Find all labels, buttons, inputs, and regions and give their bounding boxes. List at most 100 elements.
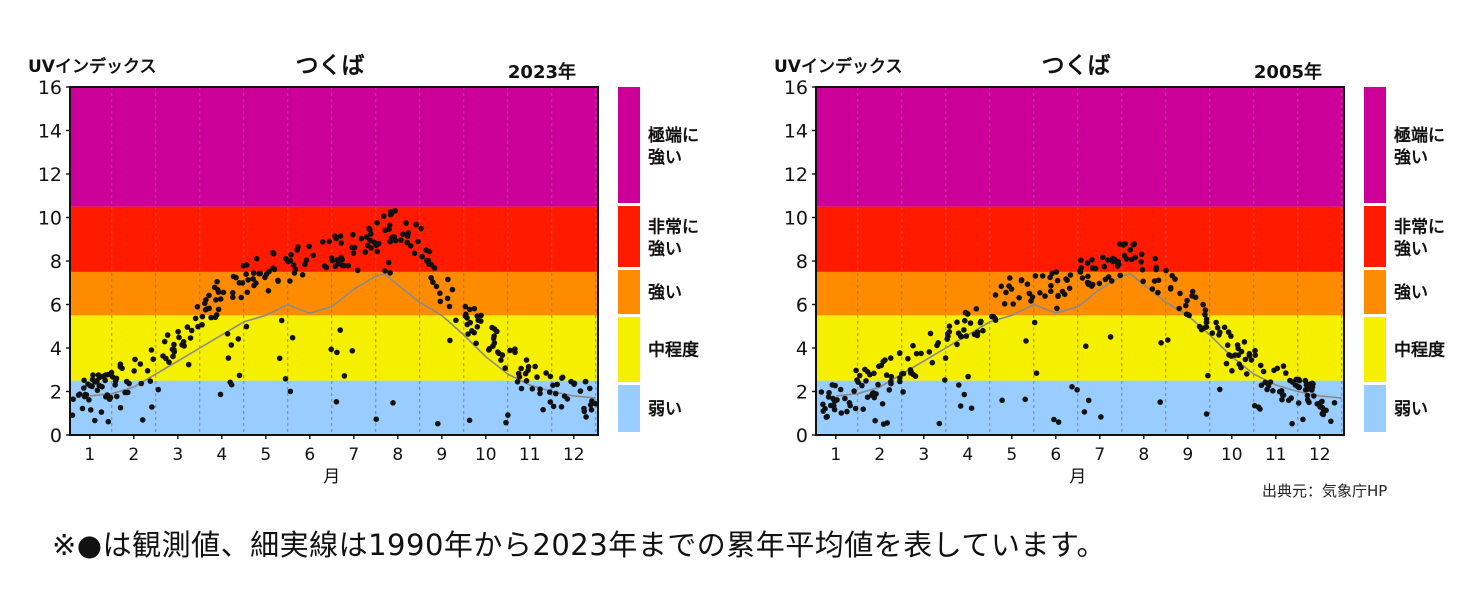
observation-point — [199, 313, 206, 320]
x-tick-label: 4 — [216, 445, 227, 465]
observation-point — [1213, 319, 1219, 326]
band-中程度 — [816, 315, 1344, 381]
observation-point — [364, 242, 371, 249]
observation-point — [363, 234, 370, 240]
observation-point — [502, 365, 509, 371]
y-tick-label: 4 — [796, 338, 808, 360]
observation-point — [846, 400, 853, 406]
observation-point — [150, 356, 156, 363]
observation-point — [1096, 280, 1103, 287]
x-tick-label: 2 — [874, 445, 885, 465]
band-極端に強い — [70, 87, 598, 207]
observation-point — [1031, 319, 1038, 326]
observation-point — [1153, 264, 1159, 271]
observation-point — [199, 322, 205, 328]
observation-point — [299, 272, 306, 278]
observation-point — [872, 417, 878, 424]
observation-point — [507, 347, 513, 354]
observation-point — [366, 225, 372, 232]
observation-point — [1217, 386, 1223, 393]
observation-point — [69, 412, 76, 419]
observation-point — [92, 379, 98, 385]
observation-point — [390, 400, 396, 406]
x-tick-label: 6 — [1050, 445, 1061, 465]
observation-point — [1287, 377, 1293, 384]
observation-point — [929, 359, 936, 366]
observation-point — [1083, 343, 1089, 350]
observation-point — [244, 262, 250, 268]
observation-point — [818, 389, 825, 395]
y-tick-label: 0 — [50, 425, 62, 447]
observation-point — [294, 247, 301, 253]
observation-point — [373, 242, 380, 249]
observation-point — [358, 235, 365, 242]
x-tick-label: 5 — [1006, 445, 1017, 465]
observation-point — [1032, 273, 1039, 279]
observation-point — [547, 399, 554, 405]
band-極端に強い — [816, 87, 1344, 207]
observation-point — [499, 352, 506, 358]
observation-point — [1285, 397, 1292, 404]
observation-point — [287, 388, 294, 395]
observation-point — [875, 381, 881, 388]
observation-point — [1048, 288, 1054, 295]
observation-point — [345, 262, 352, 269]
observation-point — [1203, 319, 1210, 326]
observation-point — [235, 336, 242, 342]
observation-point — [467, 319, 474, 326]
observation-point — [1293, 376, 1300, 383]
observation-point — [435, 420, 441, 427]
observation-point — [1155, 277, 1162, 283]
observation-point — [185, 361, 192, 368]
legend-swatch — [1364, 385, 1386, 432]
observation-point — [88, 407, 94, 413]
observation-point — [1066, 285, 1073, 292]
observation-point — [132, 356, 138, 363]
observation-point — [433, 283, 440, 290]
observation-point — [1069, 384, 1075, 390]
observation-point — [428, 261, 435, 268]
observation-point — [104, 392, 110, 398]
observation-point — [926, 349, 933, 355]
observation-point — [583, 414, 589, 420]
observation-point — [291, 270, 298, 276]
x-tick-label: 11 — [519, 445, 541, 465]
observation-point — [236, 372, 243, 379]
observation-point — [202, 300, 208, 307]
y-tick-label: 2 — [796, 382, 808, 404]
observation-point — [184, 324, 191, 330]
y-tick-label: 12 — [38, 164, 62, 186]
observation-point — [338, 240, 345, 246]
legend-label: 強い — [648, 147, 682, 168]
y-tick-label: 16 — [784, 77, 808, 99]
y-tick-label: 2 — [50, 382, 62, 404]
observation-point — [188, 327, 195, 334]
observation-point — [489, 324, 495, 331]
observation-point — [192, 315, 199, 322]
legend-label: 強い — [1394, 282, 1428, 303]
observation-point — [1163, 267, 1169, 274]
observation-point — [946, 323, 953, 330]
observation-point — [1001, 301, 1008, 307]
observation-point — [980, 327, 986, 334]
observation-point — [1176, 305, 1182, 312]
observation-point — [79, 405, 86, 412]
observation-point — [523, 357, 530, 363]
observation-point — [823, 414, 830, 420]
observation-point — [214, 278, 220, 285]
observation-point — [341, 373, 348, 379]
observation-point — [81, 393, 88, 400]
observation-point — [287, 278, 293, 284]
observation-point — [382, 268, 388, 274]
observation-point — [1252, 347, 1258, 354]
observation-point — [144, 368, 151, 374]
observation-point — [90, 372, 96, 378]
observation-point — [550, 382, 556, 389]
observation-point — [1192, 294, 1199, 301]
legend-label: 中程度 — [1394, 340, 1446, 361]
legend-swatch — [1364, 317, 1386, 382]
observation-point — [385, 259, 392, 266]
observation-point — [1177, 290, 1183, 297]
x-tick-label: 11 — [1265, 445, 1287, 465]
x-tick-label: 3 — [918, 445, 929, 465]
